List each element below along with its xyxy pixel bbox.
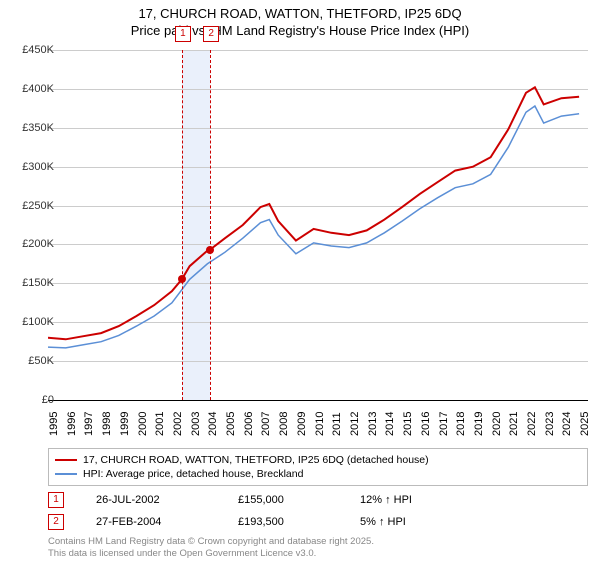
x-tick-label: 2019 <box>473 412 485 436</box>
title-subtitle: Price paid vs. HM Land Registry's House … <box>0 23 600 40</box>
legend-box: 17, CHURCH ROAD, WATTON, THETFORD, IP25 … <box>48 448 588 486</box>
series-price_paid <box>48 87 579 339</box>
x-tick-label: 2011 <box>331 412 343 436</box>
x-tick-label: 2013 <box>367 412 379 436</box>
y-tick-label: £350K <box>8 122 54 134</box>
swatch-hpi <box>55 473 77 475</box>
y-tick-label: £450K <box>8 44 54 56</box>
sale-date: 26-JUL-2002 <box>96 494 206 506</box>
footnote-2: This data is licensed under the Open Gov… <box>48 548 588 560</box>
x-tick-label: 2015 <box>402 412 414 436</box>
x-tick-label: 2012 <box>349 412 361 436</box>
x-tick-label: 1999 <box>119 412 131 436</box>
footnote-1: Contains HM Land Registry data © Crown c… <box>48 536 588 548</box>
sale-dot <box>178 275 186 283</box>
price-chart: 12 <box>48 50 588 401</box>
x-tick-label: 2021 <box>508 412 520 436</box>
x-tick-label: 2024 <box>561 412 573 436</box>
x-tick-label: 2007 <box>260 412 272 436</box>
x-tick-label: 2025 <box>579 412 591 436</box>
sale-row: 2 27-FEB-2004 £193,500 5% ↑ HPI <box>48 508 588 530</box>
x-tick-label: 2001 <box>154 412 166 436</box>
x-tick-label: 2020 <box>491 412 503 436</box>
x-tick-label: 1998 <box>101 412 113 436</box>
chart-title: 17, CHURCH ROAD, WATTON, THETFORD, IP25 … <box>0 0 600 40</box>
x-tick-label: 2004 <box>207 412 219 436</box>
chart-lines <box>48 50 588 400</box>
legend-item-hpi: HPI: Average price, detached house, Brec… <box>55 467 581 481</box>
legend: 17, CHURCH ROAD, WATTON, THETFORD, IP25 … <box>48 448 588 561</box>
title-address: 17, CHURCH ROAD, WATTON, THETFORD, IP25 … <box>0 6 600 23</box>
x-tick-label: 2003 <box>190 412 202 436</box>
x-tick-label: 2002 <box>172 412 184 436</box>
x-tick-label: 1997 <box>83 412 95 436</box>
sale-price: £193,500 <box>238 516 328 528</box>
legend-item-price: 17, CHURCH ROAD, WATTON, THETFORD, IP25 … <box>55 453 581 467</box>
sale-delta: 5% ↑ HPI <box>360 516 406 528</box>
sale-price: £155,000 <box>238 494 328 506</box>
x-tick-label: 2010 <box>314 412 326 436</box>
y-tick-label: £100K <box>8 316 54 328</box>
sales-table: 1 26-JUL-2002 £155,000 12% ↑ HPI 2 27-FEB-200… <box>48 486 588 530</box>
y-tick-label: £150K <box>8 277 54 289</box>
y-tick-label: £200K <box>8 238 54 250</box>
y-tick-label: £300K <box>8 161 54 173</box>
x-tick-label: 2017 <box>438 412 450 436</box>
sale-dot <box>206 246 214 254</box>
sale-index: 2 <box>48 514 64 530</box>
x-tick-label: 2005 <box>225 412 237 436</box>
x-tick-label: 2000 <box>137 412 149 436</box>
swatch-price <box>55 459 77 461</box>
y-tick-label: £400K <box>8 83 54 95</box>
x-tick-label: 2008 <box>278 412 290 436</box>
sale-row: 1 26-JUL-2002 £155,000 12% ↑ HPI <box>48 486 588 508</box>
y-tick-label: £250K <box>8 200 54 212</box>
x-tick-label: 2016 <box>420 412 432 436</box>
legend-label-hpi: HPI: Average price, detached house, Brec… <box>83 468 303 480</box>
y-tick-label: £50K <box>8 355 54 367</box>
x-tick-label: 2018 <box>455 412 467 436</box>
x-tick-label: 1996 <box>66 412 78 436</box>
sale-delta: 12% ↑ HPI <box>360 494 412 506</box>
legend-label-price: 17, CHURCH ROAD, WATTON, THETFORD, IP25 … <box>83 454 429 466</box>
x-tick-label: 2006 <box>243 412 255 436</box>
sale-marker-2: 2 <box>203 26 219 42</box>
sale-date: 27-FEB-2004 <box>96 516 206 528</box>
x-tick-label: 2023 <box>544 412 556 436</box>
x-tick-label: 2009 <box>296 412 308 436</box>
footnote: Contains HM Land Registry data © Crown c… <box>48 530 588 561</box>
sale-marker-1: 1 <box>175 26 191 42</box>
x-tick-label: 1995 <box>48 412 60 436</box>
x-tick-label: 2014 <box>384 412 396 436</box>
sale-index: 1 <box>48 492 64 508</box>
x-tick-label: 2022 <box>526 412 538 436</box>
